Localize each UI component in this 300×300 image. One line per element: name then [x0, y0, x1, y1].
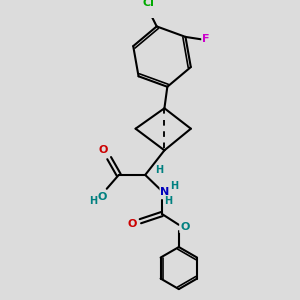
Text: N: N: [160, 188, 169, 197]
Text: H: H: [155, 165, 164, 175]
Text: O: O: [97, 192, 106, 202]
Text: H: H: [164, 196, 172, 206]
Text: O: O: [98, 145, 108, 155]
Text: Cl: Cl: [142, 0, 154, 8]
Text: O: O: [180, 222, 190, 232]
Text: H: H: [170, 182, 178, 191]
Text: H: H: [89, 196, 97, 206]
Text: O: O: [127, 219, 137, 229]
Text: F: F: [202, 34, 210, 44]
